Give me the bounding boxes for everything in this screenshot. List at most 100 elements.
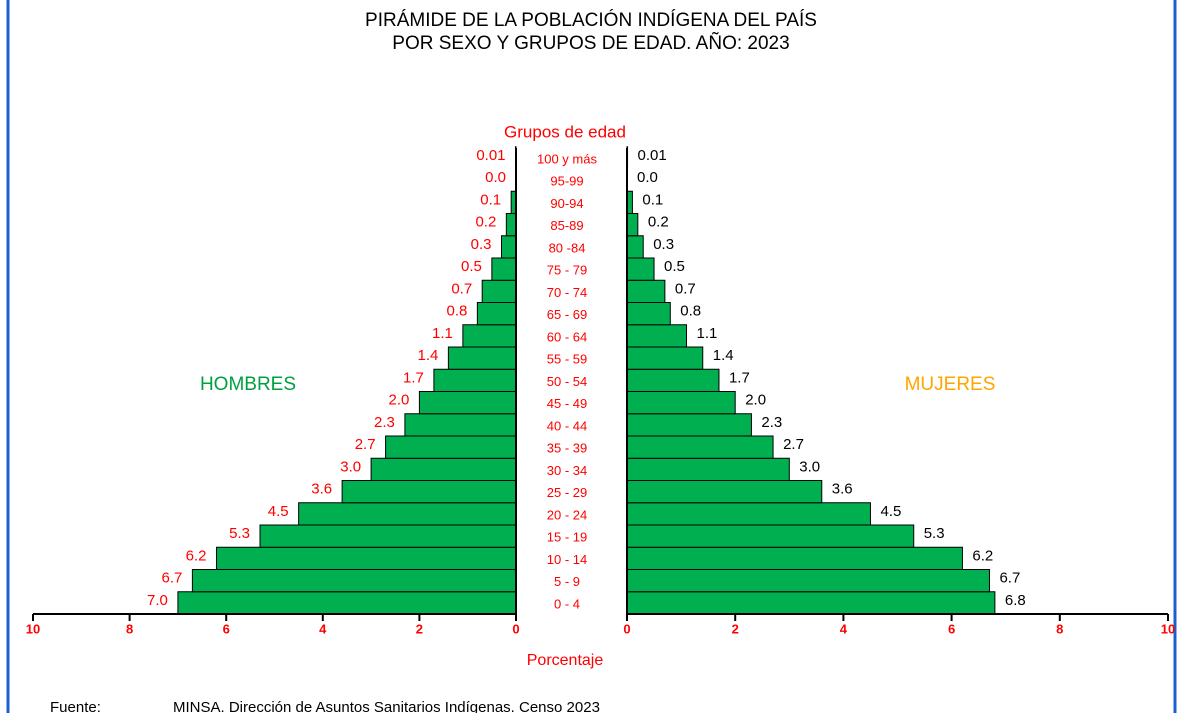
category-label: 20 - 24 [547,507,587,522]
categories-title: Grupos de edad [504,122,626,141]
value-label: 2.0 [389,392,410,409]
value-label: 0.2 [475,214,496,231]
value-label: 0.3 [653,236,674,253]
bar [626,324,688,348]
bar [418,391,517,415]
value-label: 1.4 [418,347,439,364]
value-label: 0.1 [642,191,663,208]
bar [626,368,720,392]
bar [385,435,517,459]
value-label: 0.8 [447,303,468,320]
x-tick-label: 4 [840,621,848,636]
bar [481,279,517,303]
bar [370,457,517,481]
category-label: 45 - 49 [547,396,587,411]
bar [626,480,823,504]
bar [626,391,736,415]
bar [626,502,871,526]
x-axis-label: Porcentaje [527,652,604,669]
bar [505,213,517,237]
value-label: 5.3 [924,525,945,542]
x-tick-label: 0 [512,621,519,636]
value-label: 0.5 [461,258,482,275]
bar [341,480,517,504]
source: MINSA. Dirección de Asuntos Sanitarios I… [173,699,600,713]
category-label: 50 - 54 [547,374,587,389]
bar [626,279,666,303]
value-label: 3.0 [340,458,361,475]
value-label: 2.7 [355,436,376,453]
value-label: 0.7 [451,280,472,297]
category-label: 85-89 [550,218,583,233]
x-tick-label: 10 [26,621,40,636]
category-label: 70 - 74 [547,285,587,300]
bar [626,591,996,615]
value-label: 1.7 [403,369,424,386]
category-label: 80 -84 [549,240,586,255]
source-label: Fuente: [50,699,101,713]
x-tick-label: 6 [948,621,955,636]
bar [298,502,517,526]
bar [491,257,517,281]
value-label: 0.1 [480,191,501,208]
value-label: 0.0 [637,169,658,186]
category-label: 25 - 29 [547,485,587,500]
value-label: 6.2 [972,547,993,564]
value-label: 3.6 [832,481,853,498]
frame [6,0,1177,713]
value-label: 6.2 [186,547,207,564]
value-label: 0.3 [471,236,492,253]
category-label: 100 y más [537,151,597,166]
category-label: 0 - 4 [554,596,580,611]
value-label: 0.5 [664,258,685,275]
value-label: 2.7 [783,436,804,453]
chart-title: PIRÁMIDE DE LA POBLACIÓN INDÍGENA DEL PA… [365,9,817,31]
category-label: 40 - 44 [547,418,587,433]
value-label: 0.7 [675,280,696,297]
category-label: 35 - 39 [547,441,587,456]
category-label: 55 - 59 [547,352,587,367]
value-label: 6.8 [1005,592,1026,609]
value-label: 3.0 [799,458,820,475]
x-tick-label: 8 [126,621,133,636]
x-tick-label: 6 [223,621,230,636]
legend-label: MUJERES [905,374,996,395]
category-label: 95-99 [550,174,583,189]
bar [626,524,915,548]
bar [626,213,639,237]
value-label: 2.3 [761,414,782,431]
value-label: 7.0 [147,592,168,609]
legend-label: HOMBRES [200,374,296,395]
bar [626,302,671,326]
value-label: 6.7 [162,570,183,587]
value-label: 2.0 [745,392,766,409]
bar [191,569,517,593]
bar [447,346,517,370]
value-label: 2.3 [374,414,395,431]
bar [626,546,963,570]
value-label: 0.0 [485,169,506,186]
category-label: 5 - 9 [554,574,580,589]
bar [216,546,517,570]
category-label: 10 - 14 [547,552,587,567]
bar [626,457,790,481]
value-label: 3.6 [311,481,332,498]
bar [626,569,990,593]
bar [476,302,517,326]
bar [626,435,774,459]
bar [259,524,517,548]
value-label: 6.7 [999,570,1020,587]
bar [626,346,704,370]
category-label: 60 - 64 [547,329,587,344]
bar [626,413,752,437]
value-label: 0.01 [476,147,505,164]
bar [462,324,517,348]
value-label: 1.4 [713,347,734,364]
bar [626,257,655,281]
value-label: 1.1 [432,325,453,342]
value-label: 1.1 [697,325,718,342]
x-tick-label: 2 [416,621,423,636]
value-label: 0.01 [638,147,667,164]
value-label: 4.5 [880,503,901,520]
